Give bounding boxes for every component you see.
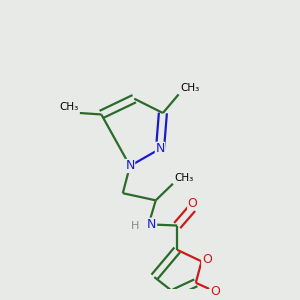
Text: O: O (210, 285, 220, 298)
Text: O: O (188, 197, 198, 210)
Text: N: N (147, 218, 156, 231)
Text: O: O (202, 254, 211, 266)
Text: N: N (155, 142, 165, 155)
Text: CH₃: CH₃ (180, 83, 199, 93)
Text: H: H (130, 221, 139, 231)
Text: N: N (125, 160, 135, 172)
Text: CH₃: CH₃ (174, 173, 194, 183)
Text: CH₃: CH₃ (59, 102, 78, 112)
